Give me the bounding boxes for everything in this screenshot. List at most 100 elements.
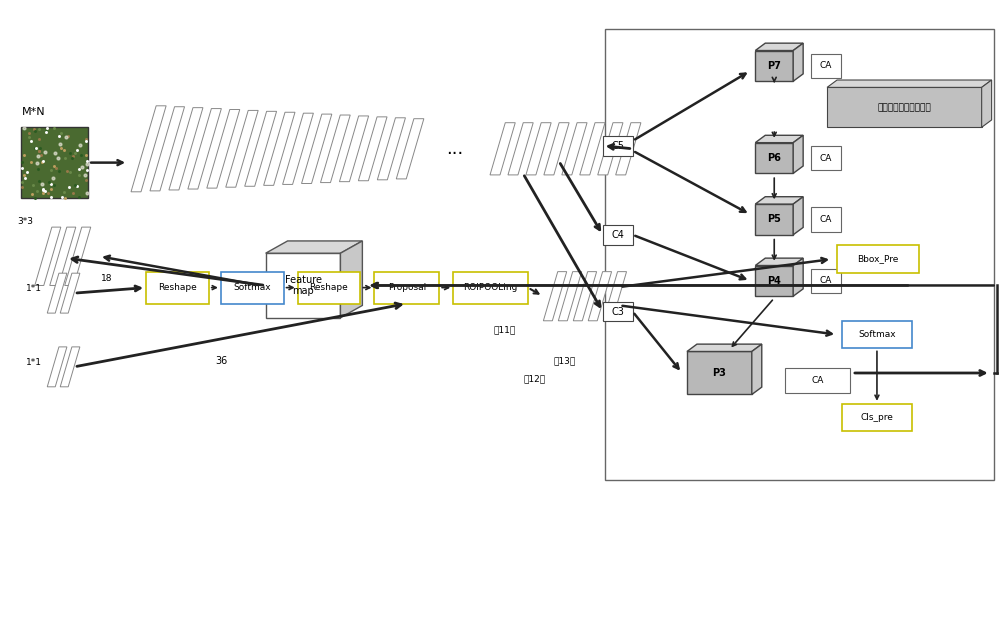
FancyBboxPatch shape [603,136,633,155]
Text: CA: CA [820,215,832,224]
FancyBboxPatch shape [453,271,528,304]
Text: ROIPOOLing: ROIPOOLing [463,283,518,292]
Text: 3*3: 3*3 [17,217,33,226]
Polygon shape [283,113,313,184]
Text: Cls_pre: Cls_pre [861,413,893,422]
Text: 高层语义信息激活模块: 高层语义信息激活模块 [877,103,931,112]
Polygon shape [266,253,340,318]
Polygon shape [752,344,762,394]
Text: C3: C3 [611,307,624,317]
Text: CA: CA [820,276,832,285]
Text: 1*1: 1*1 [26,284,42,293]
FancyBboxPatch shape [842,404,912,431]
FancyBboxPatch shape [374,271,439,304]
FancyBboxPatch shape [811,207,841,232]
Polygon shape [339,116,369,181]
Polygon shape [793,258,803,296]
Polygon shape [508,123,533,175]
Polygon shape [131,106,166,192]
Text: Reshape: Reshape [158,283,197,292]
Polygon shape [377,118,405,180]
Polygon shape [226,110,258,187]
Text: P7: P7 [767,61,781,71]
Polygon shape [687,344,762,352]
FancyBboxPatch shape [837,245,919,273]
Polygon shape [169,107,203,190]
FancyBboxPatch shape [221,271,284,304]
Text: P6: P6 [767,153,781,163]
FancyBboxPatch shape [785,368,850,392]
Polygon shape [755,135,803,143]
Polygon shape [60,273,80,313]
Text: P4: P4 [767,276,781,286]
Polygon shape [47,273,67,313]
Polygon shape [558,271,582,321]
Polygon shape [793,43,803,81]
Polygon shape [755,204,793,235]
FancyBboxPatch shape [603,302,633,321]
Text: CA: CA [820,61,832,70]
Polygon shape [266,241,362,253]
Polygon shape [50,227,76,286]
FancyBboxPatch shape [603,225,633,244]
Polygon shape [616,123,641,175]
Polygon shape [60,347,80,387]
Polygon shape [588,271,612,321]
Text: 第13层: 第13层 [554,356,576,365]
Polygon shape [755,51,793,81]
Text: ...: ... [446,140,464,158]
Text: 1*1: 1*1 [26,358,42,367]
Text: C5: C5 [611,141,624,151]
Polygon shape [188,109,221,189]
Polygon shape [793,197,803,235]
Polygon shape [580,123,605,175]
Polygon shape [755,197,803,204]
Polygon shape [793,135,803,173]
Polygon shape [65,227,91,286]
Polygon shape [490,123,515,175]
Polygon shape [982,80,992,127]
Polygon shape [573,271,597,321]
Polygon shape [827,88,982,127]
Text: 第11层: 第11层 [494,326,516,334]
FancyBboxPatch shape [811,146,841,170]
Polygon shape [562,123,587,175]
Text: Reshape: Reshape [310,283,348,292]
Polygon shape [687,352,752,394]
Text: Proposal: Proposal [388,283,426,292]
Text: 18: 18 [101,274,113,283]
Text: P3: P3 [712,368,726,378]
Text: CA: CA [820,154,832,162]
Polygon shape [264,112,295,185]
Text: CA: CA [811,376,824,385]
Polygon shape [526,123,551,175]
FancyBboxPatch shape [298,271,360,304]
Polygon shape [320,115,350,183]
Polygon shape [302,114,332,183]
FancyBboxPatch shape [146,271,209,304]
Polygon shape [755,265,793,296]
FancyBboxPatch shape [842,321,912,349]
Text: C4: C4 [611,230,624,240]
Text: 36: 36 [216,356,228,366]
Text: Softmax: Softmax [233,283,271,292]
Text: Softmax: Softmax [858,330,896,339]
Polygon shape [358,117,387,181]
Polygon shape [603,271,627,321]
Text: P5: P5 [767,215,781,225]
FancyBboxPatch shape [811,268,841,293]
Polygon shape [827,80,992,88]
Polygon shape [543,271,567,321]
Polygon shape [150,107,185,191]
Polygon shape [35,227,61,286]
Polygon shape [544,123,569,175]
Polygon shape [340,241,362,318]
Text: Feature
map: Feature map [285,275,322,296]
Polygon shape [755,143,793,173]
FancyBboxPatch shape [21,127,88,198]
Text: M*N: M*N [22,107,46,117]
Text: 第12层: 第12层 [524,375,546,384]
Polygon shape [755,43,803,51]
Polygon shape [47,347,67,387]
Polygon shape [396,118,424,179]
